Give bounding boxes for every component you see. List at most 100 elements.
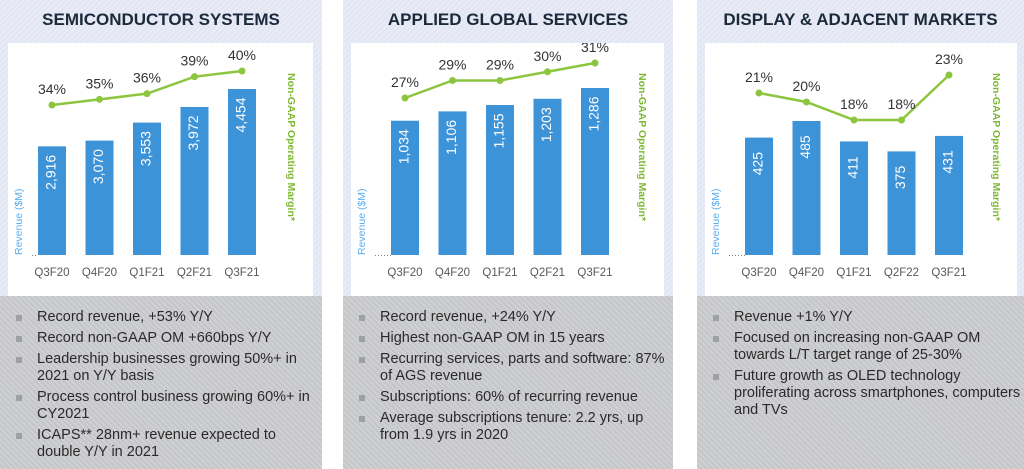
bar-value-label: 1,203: [538, 107, 554, 142]
margin-point: [96, 95, 103, 103]
x-tick-label: Q2F22: [884, 267, 919, 279]
margin-point: [238, 67, 246, 75]
bar-value-label: 1,106: [443, 120, 459, 155]
x-tick-label: Q3F20: [387, 267, 422, 279]
revenue-bar: [486, 105, 514, 256]
margin-point: [48, 101, 56, 109]
bullet-item: Subscriptions: 60% of recurring revenue: [357, 389, 673, 406]
margin-value-label: 40%: [228, 47, 256, 63]
y-axis-label: Revenue ($M): [710, 188, 722, 255]
panel-semiconductor-systems: SEMICONDUCTOR SYSTEMS 2,916 Q3F20 3,070 Q4F…: [0, 0, 322, 469]
margin-point: [945, 71, 953, 79]
bullet-item: Record revenue, +53% Y/Y: [14, 309, 322, 326]
x-tick-label: Q3F20: [34, 267, 69, 279]
revenue-bar: [533, 98, 562, 255]
bar-value-label: 3,553: [138, 131, 154, 166]
y-axis-label: Revenue ($M): [13, 188, 25, 255]
x-tick-label: Q3F21: [224, 267, 259, 279]
margin-point: [544, 68, 551, 76]
x-tick-label: Q4F20: [435, 267, 470, 279]
revenue-bar: [792, 121, 821, 255]
bullet-item: Future growth as OLED technology prolife…: [711, 368, 1024, 419]
x-tick-label: Q3F20: [741, 267, 776, 279]
chart-area: 425 Q3F20 485 Q4F20 411 Q1F21 375 Q2F22 431 Q3F21…: [705, 43, 1017, 296]
margin-value-label: 23%: [935, 51, 963, 67]
x-tick-label: Q2F21: [177, 267, 212, 279]
bullet-item: Average subscriptions tenure: 2.2 yrs, u…: [357, 410, 673, 444]
margin-value-label: 29%: [438, 57, 466, 73]
x-tick-label: Q1F21: [836, 267, 871, 279]
bullet-item: Record revenue, +24% Y/Y: [357, 309, 673, 326]
revenue-bar: [887, 151, 916, 255]
x-tick-label: Q2F21: [530, 267, 565, 279]
revenue-margin-chart: 2,916 Q3F20 3,070 Q4F20 3,553 Q1F21 3,972 Q2F21…: [13, 47, 297, 279]
revenue-bar: [935, 135, 963, 255]
margin-value-label: 20%: [792, 78, 820, 94]
margin-point: [591, 59, 599, 67]
panel-display-adjacent-markets: DISPLAY & ADJACENT MARKETS 425 Q3F20 485 Q4…: [697, 0, 1024, 469]
margin-value-label: 35%: [85, 75, 113, 91]
revenue-bar: [228, 89, 256, 255]
revenue-bar: [745, 137, 773, 255]
y2-axis-label: Non-GAAP Operating Margin*: [285, 73, 297, 222]
margin-value-label: 30%: [533, 48, 561, 64]
bar-value-label: 425: [750, 152, 766, 176]
y-axis-label: Revenue ($M): [356, 188, 368, 255]
revenue-margin-chart: 425 Q3F20 485 Q4F20 411 Q1F21 375 Q2F22 431 Q3F21…: [710, 51, 1002, 279]
bullet-item: ICAPS** 28nm+ revenue expected to double…: [14, 427, 322, 461]
margin-point: [401, 94, 409, 102]
margin-value-label: 36%: [133, 70, 161, 86]
bullet-item: Process control business growing 60%+ in…: [14, 389, 322, 423]
margin-point: [191, 73, 198, 81]
panel-title: DISPLAY & ADJACENT MARKETS: [723, 10, 998, 29]
chart-area: 1,034 Q3F20 1,106 Q4F20 1,155 Q1F21 1,203 Q2F21…: [351, 39, 664, 296]
y2-axis-label: Non-GAAP Operating Margin*: [636, 73, 648, 222]
margin-point: [898, 116, 905, 124]
margin-point: [755, 89, 763, 97]
bar-value-label: 431: [940, 150, 956, 174]
margin-value-label: 39%: [180, 53, 208, 69]
bullet-item: Leadership businesses growing 50%+ in 20…: [14, 351, 322, 385]
margin-value-label: 29%: [486, 57, 514, 73]
margin-value-label: 34%: [38, 81, 66, 97]
bullet-list: Record revenue, +24% Y/Y Highest non-GAA…: [343, 296, 673, 469]
bullet-list: Record revenue, +53% Y/Y Record non-GAAP…: [0, 296, 322, 469]
margin-point: [449, 77, 456, 84]
revenue-bar: [180, 106, 209, 255]
revenue-bar: [438, 111, 467, 255]
revenue-bar: [133, 122, 161, 255]
margin-point: [803, 98, 810, 106]
margin-value-label: 18%: [887, 96, 915, 112]
panel-title: APPLIED GLOBAL SERVICES: [387, 10, 629, 29]
x-tick-label: Q4F20: [789, 267, 824, 279]
panel-applied-global-services: APPLIED GLOBAL SERVICES 1,034 Q3F20 1,106 Q…: [343, 0, 673, 469]
bar-value-label: 3,972: [185, 115, 201, 150]
margin-point: [850, 116, 858, 124]
bar-value-label: 485: [797, 135, 813, 159]
margin-point: [496, 77, 504, 84]
y2-axis-label: Non-GAAP Operating Margin*: [990, 73, 1002, 222]
bullet-item: Focused on increasing non-GAAP OM toward…: [711, 330, 1024, 364]
x-tick-label: Q1F21: [129, 267, 164, 279]
margin-value-label: 31%: [581, 43, 609, 55]
margin-point: [143, 90, 151, 98]
revenue-bar: [85, 140, 114, 255]
chart-area: 2,916 Q3F20 3,070 Q4F20 3,553 Q1F21 3,972 Q2F21…: [8, 43, 313, 296]
margin-value-label: 27%: [391, 74, 419, 90]
margin-value-label: 18%: [840, 96, 868, 112]
revenue-bar: [391, 120, 419, 255]
panel-title: SEMICONDUCTOR SYSTEMS: [42, 10, 280, 29]
bar-value-label: 3,070: [90, 149, 106, 184]
bullet-item: Highest non-GAAP OM in 15 years: [357, 330, 673, 347]
bar-value-label: 1,286: [586, 96, 602, 131]
revenue-margin-chart: 1,034 Q3F20 1,106 Q4F20 1,155 Q1F21 1,203 Q2F21…: [356, 39, 648, 279]
revenue-bar: [38, 146, 66, 255]
bar-value-label: 375: [892, 165, 908, 189]
revenue-bar: [581, 88, 609, 255]
bar-value-label: 1,155: [491, 113, 507, 148]
bullet-item: Recurring services, parts and software: …: [357, 351, 673, 385]
bar-value-label: 1,034: [396, 129, 412, 164]
revenue-bar: [840, 141, 868, 255]
bar-value-label: 2,916: [43, 155, 59, 190]
bar-value-label: 4,454: [233, 97, 249, 132]
